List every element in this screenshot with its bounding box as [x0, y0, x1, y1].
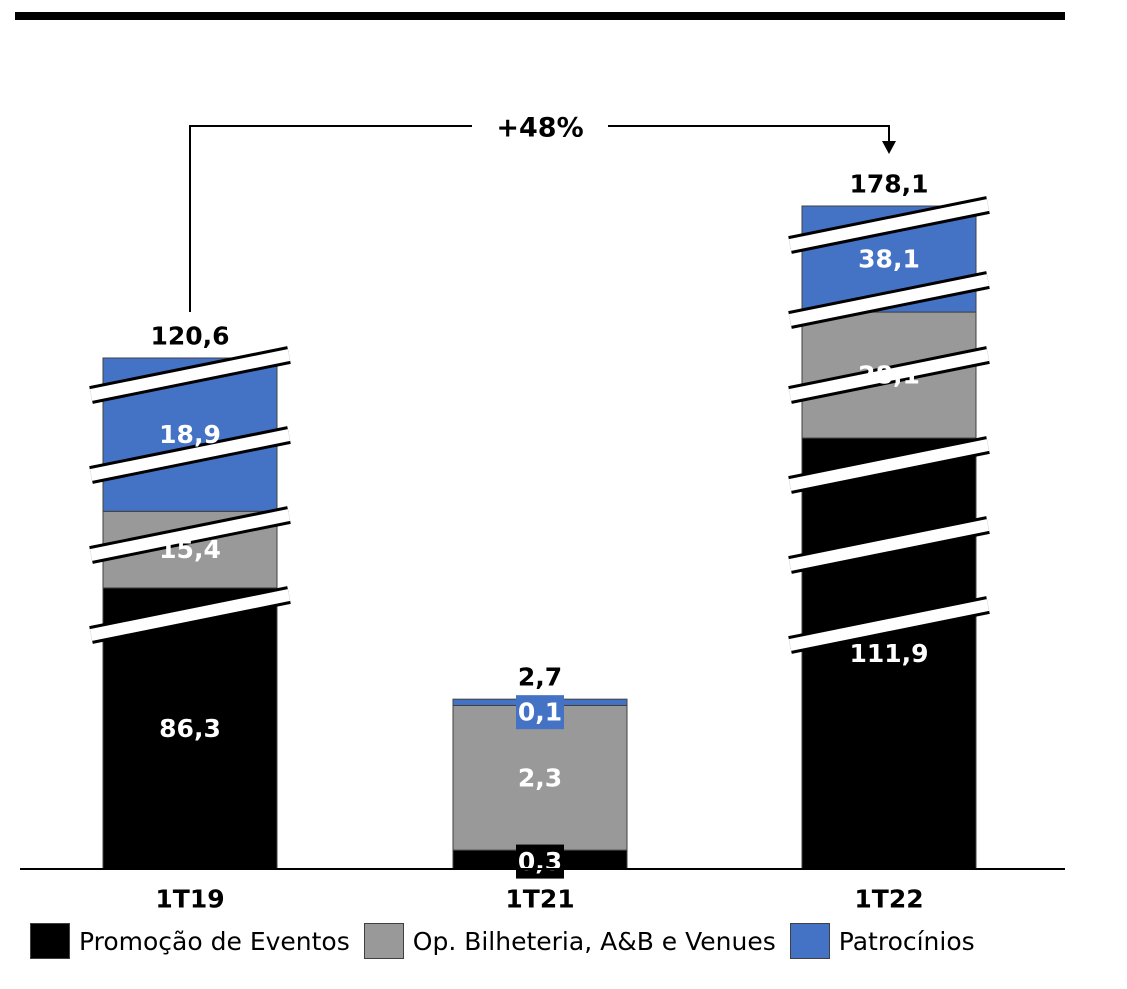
label-bilheteria-1T21: 2,3 — [518, 763, 562, 792]
legend-swatch-promocao — [30, 923, 70, 959]
break-mark-1T22-0 — [788, 199, 990, 251]
x-tick-1T22: 1T22 — [854, 885, 923, 914]
x-tick-1T19: 1T19 — [155, 885, 224, 914]
label-promocao-1T21: 0,3 — [518, 847, 562, 876]
legend-label-patrocinios: Patrocínios — [838, 926, 975, 956]
annotation-label: +48% — [496, 113, 583, 144]
label-promocao-1T22: 111,9 — [849, 639, 928, 668]
legend-item-promocao: Promoção de Eventos — [30, 923, 350, 959]
label-bg-patrocinios-1T21 — [516, 695, 564, 730]
break-mark-1T19-1 — [89, 429, 291, 481]
legend-swatch-patrocinios — [789, 923, 830, 959]
annotation-arrow-head — [882, 141, 896, 154]
legend-swatch-bilheteria — [363, 923, 404, 959]
total-label-1T21: 2,7 — [518, 663, 562, 692]
bar-bilheteria-1T21 — [452, 704, 628, 851]
label-patrocinios-1T21: 0,1 — [518, 698, 562, 727]
label-bg-promocao-1T21 — [516, 844, 564, 879]
break-mark-1T22-3 — [788, 439, 990, 491]
legend-item-bilheteria: Op. Bilheteria, A&B e Venues — [363, 923, 776, 959]
bar-promocao-1T22 — [801, 437, 977, 870]
legend-item-patrocinios: Patrocínios — [789, 923, 975, 959]
break-mark-1T22-1 — [788, 274, 990, 326]
label-promocao-1T19: 86,3 — [159, 714, 221, 743]
break-mark-1T22-4 — [788, 519, 990, 571]
break-mark-1T19-0 — [89, 349, 291, 401]
top-border — [15, 12, 1065, 20]
label-patrocinios-1T19: 18,9 — [159, 420, 221, 449]
break-mark-1T22-2 — [788, 349, 990, 401]
annotation-line-left — [189, 125, 472, 312]
total-label-1T22: 178,1 — [849, 170, 928, 199]
break-mark-1T22-5 — [788, 599, 990, 651]
break-mark-1T19-3 — [89, 589, 291, 641]
total-label-1T19: 120,6 — [150, 322, 229, 351]
annotation-line-right — [608, 125, 890, 143]
break-mark-1T19-2 — [89, 509, 291, 561]
label-bilheteria-1T19: 15,4 — [159, 535, 221, 564]
legend: Promoção de Eventos Op. Bilheteria, A&B … — [30, 922, 975, 960]
label-bilheteria-1T22: 28,1 — [858, 361, 920, 390]
label-patrocinios-1T22: 38,1 — [858, 245, 920, 274]
x-tick-1T21: 1T21 — [505, 885, 574, 914]
legend-label-promocao: Promoção de Eventos — [79, 926, 350, 956]
legend-label-bilheteria: Op. Bilheteria, A&B e Venues — [412, 926, 776, 956]
